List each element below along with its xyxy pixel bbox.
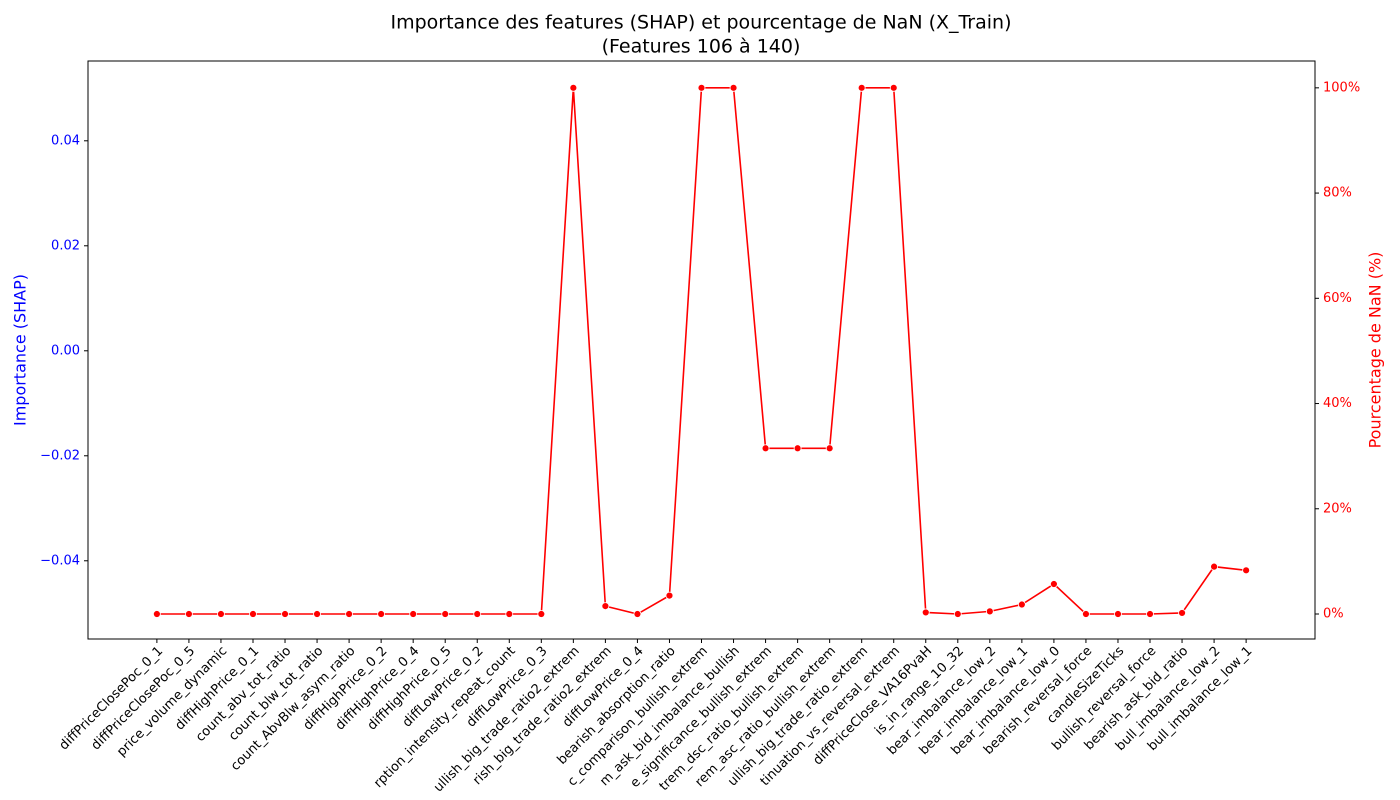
y2-tick-label: 40%: [1323, 396, 1352, 411]
nan-point: [1210, 562, 1218, 571]
nan-point: [921, 608, 930, 617]
nan-point: [409, 610, 418, 618]
nan-point: [793, 444, 802, 453]
y-axis-label: Importance (SHAP): [11, 274, 30, 426]
nan-point: [217, 610, 225, 618]
nan-point: [601, 602, 610, 611]
nan-point: [345, 610, 353, 618]
nan-point: [985, 607, 994, 616]
nan-line: [156, 87, 1247, 615]
nan-point: [857, 83, 866, 92]
y-tick-label: −0.02: [40, 448, 80, 463]
nan-point: [665, 591, 674, 600]
nan-point: [1146, 610, 1154, 618]
nan-point: [1114, 610, 1122, 618]
y2-tick-label: 20%: [1323, 501, 1352, 516]
nan-point: [761, 444, 770, 453]
nan-point: [569, 83, 578, 92]
y2-tick-label: 80%: [1323, 186, 1352, 201]
y2-axis-label: Pourcentage de NaN (%): [1366, 252, 1385, 449]
chart-subtitle: (Features 106 à 140): [602, 36, 801, 58]
nan-point: [953, 610, 962, 618]
nan-point: [825, 444, 834, 453]
nan-point: [281, 610, 289, 618]
nan-point: [729, 83, 738, 92]
nan-point: [537, 610, 546, 618]
nan-point: [1178, 609, 1186, 617]
nan-point: [185, 610, 193, 618]
chart-title: Importance des features (SHAP) et pource…: [391, 12, 1012, 34]
nan-point: [633, 610, 642, 618]
nan-point: [1050, 580, 1058, 588]
nan-point: [152, 610, 161, 618]
y-tick-label: 0.02: [51, 238, 80, 253]
nan-point: [889, 83, 898, 92]
y2-tick-label: 60%: [1323, 291, 1352, 306]
y2-tick-label: 0%: [1323, 607, 1344, 622]
y-tick-label: 0.00: [51, 343, 80, 358]
y-tick-label: −0.04: [40, 553, 80, 568]
nan-point: [1082, 610, 1090, 618]
nan-point: [1017, 600, 1026, 609]
nan-point: [697, 83, 706, 92]
nan-point: [249, 610, 257, 618]
nan-point: [1242, 566, 1251, 575]
nan-point: [313, 610, 321, 618]
nan-point: [473, 610, 482, 618]
nan-point: [505, 610, 514, 618]
y2-tick-label: 100%: [1323, 80, 1360, 95]
nan-point: [377, 610, 386, 618]
plot-frame: [87, 60, 1316, 640]
y-tick-label: 0.04: [51, 133, 80, 148]
nan-point: [441, 610, 450, 618]
